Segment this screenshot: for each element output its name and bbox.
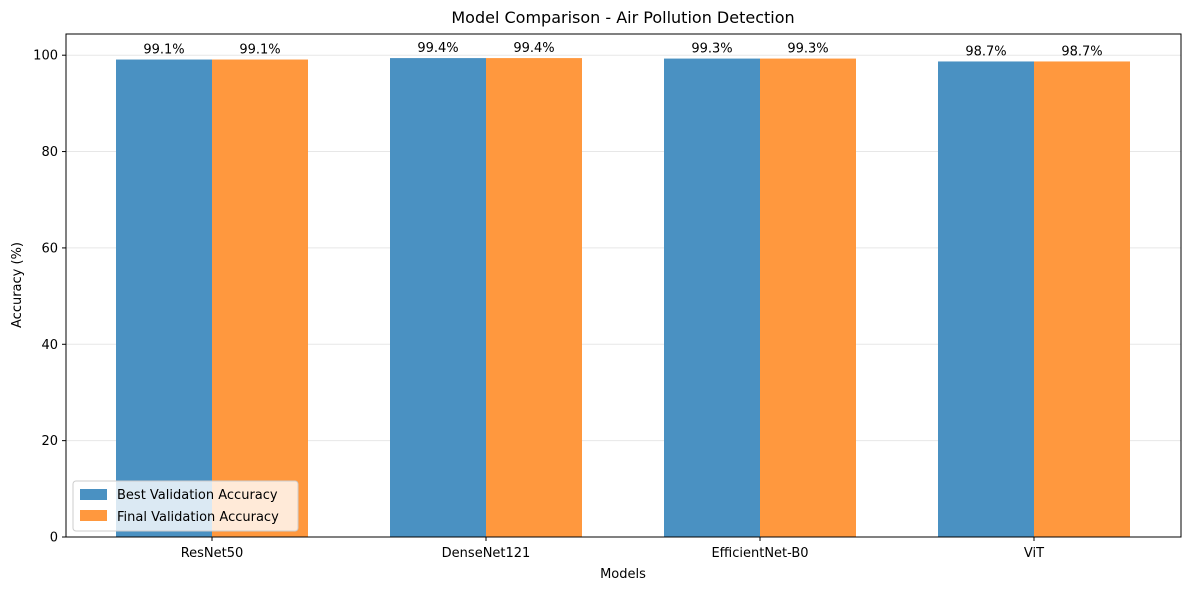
- bar-best: [390, 58, 486, 538]
- y-tick-label: 20: [41, 434, 58, 449]
- x-tick-label: DenseNet121: [442, 546, 531, 561]
- bar-final: [486, 58, 582, 538]
- data-labels: 99.1% 99.1% 99.4% 99.4% 99.3% 99.3% 98.7% 98.7%: [143, 41, 1102, 59]
- x-tick-label: EfficientNet-B0: [711, 546, 808, 561]
- bar-best: [664, 58, 760, 537]
- y-tick-label: 80: [41, 145, 58, 160]
- data-label: 98.7%: [965, 44, 1006, 59]
- y-tick-label: 100: [33, 49, 58, 64]
- legend-swatch-best: [80, 489, 107, 500]
- legend-label-final: Final Validation Accuracy: [117, 510, 279, 525]
- chart-title: Model Comparison - Air Pollution Detecti…: [451, 8, 794, 27]
- y-tick-label: 60: [41, 241, 58, 256]
- legend-swatch-final: [80, 510, 107, 521]
- bar-final: [760, 58, 856, 537]
- y-axis: 0 20 40 60 80 100: [33, 49, 66, 546]
- data-label: 99.4%: [513, 41, 554, 56]
- bar-final: [1034, 61, 1130, 537]
- x-tick-label: ViT: [1024, 546, 1044, 561]
- x-tick-label: ResNet50: [181, 546, 244, 561]
- data-label: 99.1%: [143, 43, 184, 58]
- x-axis: ResNet50 DenseNet121 EfficientNet-B0 ViT: [181, 537, 1044, 561]
- bar-final: [212, 59, 308, 538]
- plot-frame: [65, 33, 1182, 538]
- data-label: 99.1%: [239, 43, 280, 58]
- data-label: 99.3%: [787, 42, 828, 57]
- y-tick-label: 0: [50, 531, 58, 546]
- data-label: 99.3%: [691, 42, 732, 57]
- data-label: 99.4%: [417, 41, 458, 56]
- bars: [116, 58, 1130, 538]
- y-tick-label: 40: [41, 338, 58, 353]
- y-axis-label: Accuracy (%): [10, 242, 25, 328]
- legend-box: [72, 480, 299, 532]
- bar-best: [938, 61, 1034, 537]
- bar-best: [116, 59, 212, 538]
- legend-label-best: Best Validation Accuracy: [117, 488, 278, 503]
- x-axis-label: Models: [600, 567, 646, 582]
- legend: Best Validation Accuracy Final Validatio…: [72, 480, 299, 532]
- data-label: 98.7%: [1061, 44, 1102, 59]
